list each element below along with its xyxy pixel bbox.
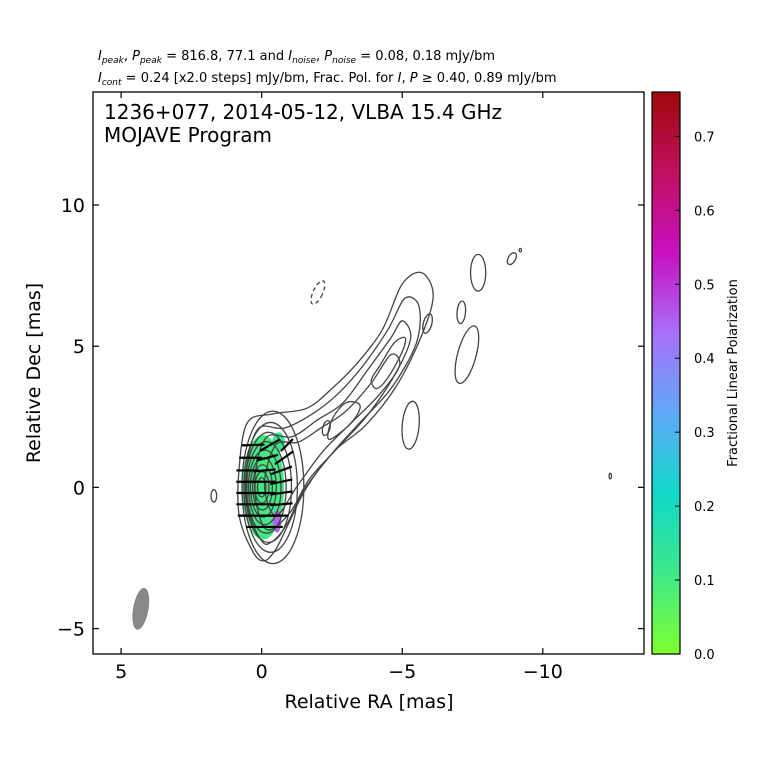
evpa-vector	[270, 502, 293, 507]
contour-line	[469, 253, 487, 292]
y-tick-label: 10	[61, 195, 85, 217]
plot-area	[93, 92, 644, 654]
contour-line	[263, 353, 401, 517]
plot-frame	[92, 91, 645, 655]
colorbar-tick-label: 0.3	[694, 426, 715, 441]
evpa-vector	[256, 453, 279, 462]
contour-line	[256, 477, 267, 498]
evpa-vector-layer	[236, 438, 295, 529]
contour-line	[245, 296, 421, 545]
colorbar-tick-label: 0.7	[694, 130, 715, 145]
x-axis-label: Relative RA [mas]	[284, 691, 453, 713]
chart-title: 1236+077, 2014-05-12, VLBA 15.4 GHz	[104, 100, 502, 124]
contour-line	[252, 464, 274, 511]
y-tick-label: −5	[57, 619, 85, 641]
header-contour-line: Icont = 0.24 [x2.0 steps] mJy/bm, Frac. …	[98, 71, 557, 88]
evpa-vector	[241, 443, 265, 447]
contour-line	[210, 488, 218, 503]
evpa-vector	[259, 438, 281, 452]
y-axis-label: Relative Dec [mas]	[23, 283, 45, 463]
contour-line	[454, 325, 480, 385]
x-tick-label: 0	[256, 661, 268, 683]
contour-line	[608, 472, 613, 480]
evpa-vector	[270, 490, 293, 496]
contour-line	[506, 252, 518, 266]
beam-layer	[132, 587, 150, 630]
contour-line	[246, 440, 287, 534]
contour-line	[401, 400, 420, 450]
contour-line	[456, 300, 467, 325]
x-tick-label: 5	[115, 661, 127, 683]
contour-layer	[210, 247, 613, 565]
contour-line	[327, 401, 361, 441]
negative-contour	[310, 280, 326, 305]
evpa-vector	[253, 468, 276, 473]
contour-line	[518, 247, 523, 253]
contour-line	[254, 320, 412, 531]
colorbar-tick-label: 0.5	[694, 278, 715, 293]
axes: 5 0 −5 −10 10 5 0 −5	[57, 92, 644, 683]
beam-ellipse	[132, 587, 150, 630]
contour-line	[243, 421, 299, 553]
evpa-vector	[280, 438, 294, 452]
x-tick-label: −5	[388, 661, 416, 683]
contour-line	[422, 313, 433, 334]
evpa-vector	[274, 450, 295, 466]
colorbar-bar	[651, 91, 681, 655]
colorbar-tick-label: 0.2	[694, 500, 715, 515]
colorbar: 0.0 0.1 0.2 0.3 0.4 0.5 0.6 0.7	[651, 91, 715, 663]
contour-line	[237, 271, 434, 562]
contour-line	[247, 449, 282, 526]
x-tick-label: −10	[523, 661, 563, 683]
evpa-vector	[270, 465, 293, 476]
chart-subtitle: MOJAVE Program	[104, 123, 272, 147]
evpa-vector	[270, 478, 293, 486]
colorbar-label: Fractional Linear Polarization	[726, 279, 741, 467]
colorbar-tick-label: 0.4	[694, 352, 715, 367]
y-tick-label: 5	[73, 336, 85, 358]
colorbar-tick-label: 0.0	[694, 648, 715, 663]
contour-line	[370, 336, 407, 390]
header-noise-line: Ipeak, Ppeak = 816.8, 77.1 and Inoise, P…	[98, 49, 496, 66]
colorbar-tick-label: 0.6	[694, 204, 715, 219]
colorbar-tick-label: 0.1	[694, 574, 715, 589]
contour-line	[321, 419, 332, 437]
y-tick-label: 0	[73, 477, 85, 499]
